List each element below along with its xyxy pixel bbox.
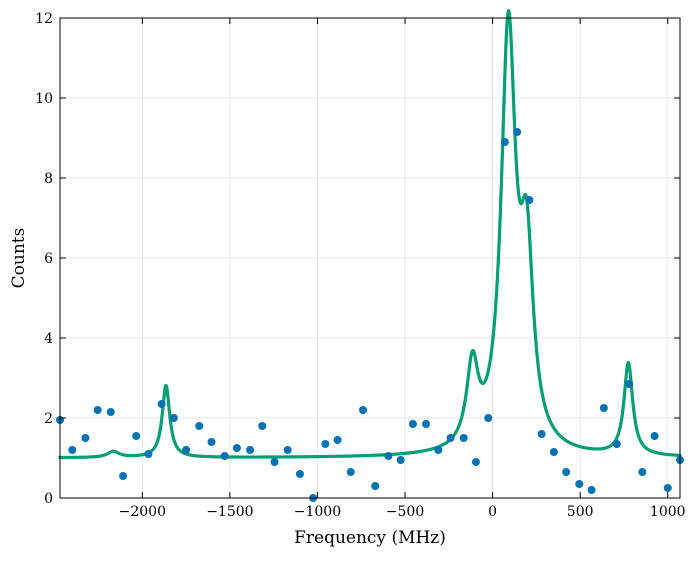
data-point xyxy=(434,446,443,454)
data-point xyxy=(346,468,355,476)
data-point xyxy=(119,472,128,480)
fit-curve xyxy=(58,9,682,460)
data-point xyxy=(232,444,241,452)
y-tick-label: 0 xyxy=(44,491,53,507)
y-tick-label: 2 xyxy=(44,411,53,427)
data-point xyxy=(258,422,267,430)
grid-lines xyxy=(60,17,680,499)
data-point xyxy=(207,438,216,446)
data-point xyxy=(587,486,596,494)
data-point xyxy=(500,138,509,146)
data-point xyxy=(220,452,229,460)
axis-ticks xyxy=(60,17,680,499)
axis-tick-labels: −2000 −1500 −1000 −500 0 500 1000 0 2 4 6 8 10 12 xyxy=(35,11,685,520)
y-tick-label: 10 xyxy=(35,91,53,107)
y-tick-label: 8 xyxy=(44,171,53,187)
data-point xyxy=(638,468,647,476)
data-point xyxy=(182,446,191,454)
data-point xyxy=(562,468,571,476)
x-tick-label: −500 xyxy=(386,504,424,520)
data-point xyxy=(246,446,255,454)
y-tick-label: 12 xyxy=(35,11,53,27)
data-point xyxy=(321,440,330,448)
x-tick-label: −1500 xyxy=(206,504,253,520)
data-point xyxy=(459,434,468,442)
data-point xyxy=(446,434,455,442)
data-point xyxy=(358,406,367,414)
x-tick-label: 0 xyxy=(488,504,497,520)
x-tick-label: −1000 xyxy=(294,504,341,520)
data-point xyxy=(93,406,102,414)
data-point xyxy=(599,404,608,412)
data-point xyxy=(650,432,659,440)
data-point xyxy=(471,458,480,466)
data-point xyxy=(106,408,115,416)
data-point xyxy=(144,450,153,458)
data-point xyxy=(513,128,522,136)
data-point xyxy=(132,432,141,440)
data-point xyxy=(408,420,417,428)
data-point xyxy=(270,458,279,466)
data-point xyxy=(157,400,166,408)
data-point xyxy=(333,436,342,444)
x-axis-title: Frequency (MHz) xyxy=(294,528,446,548)
data-point xyxy=(612,440,621,448)
data-point xyxy=(663,484,672,492)
data-point xyxy=(283,446,292,454)
data-point xyxy=(537,430,546,438)
data-point xyxy=(549,448,558,456)
data-point xyxy=(295,470,304,478)
y-axis-title: Counts xyxy=(9,228,29,289)
y-tick-label: 6 xyxy=(44,251,53,267)
fit-curve-layer xyxy=(58,9,682,460)
data-point xyxy=(484,414,493,422)
x-tick-label: 1000 xyxy=(650,504,686,520)
data-point xyxy=(384,452,393,460)
data-point xyxy=(625,380,634,388)
x-tick-label: −2000 xyxy=(119,504,166,520)
data-point xyxy=(575,480,584,488)
data-point xyxy=(422,420,431,428)
data-point xyxy=(525,196,534,204)
y-tick-label: 4 xyxy=(44,331,53,347)
data-point xyxy=(195,422,204,430)
data-point xyxy=(396,456,405,464)
x-tick-label: 500 xyxy=(567,504,594,520)
data-point xyxy=(169,414,178,422)
data-point xyxy=(81,434,90,442)
data-point xyxy=(371,482,380,490)
data-points-layer xyxy=(56,128,684,502)
data-point xyxy=(68,446,77,454)
